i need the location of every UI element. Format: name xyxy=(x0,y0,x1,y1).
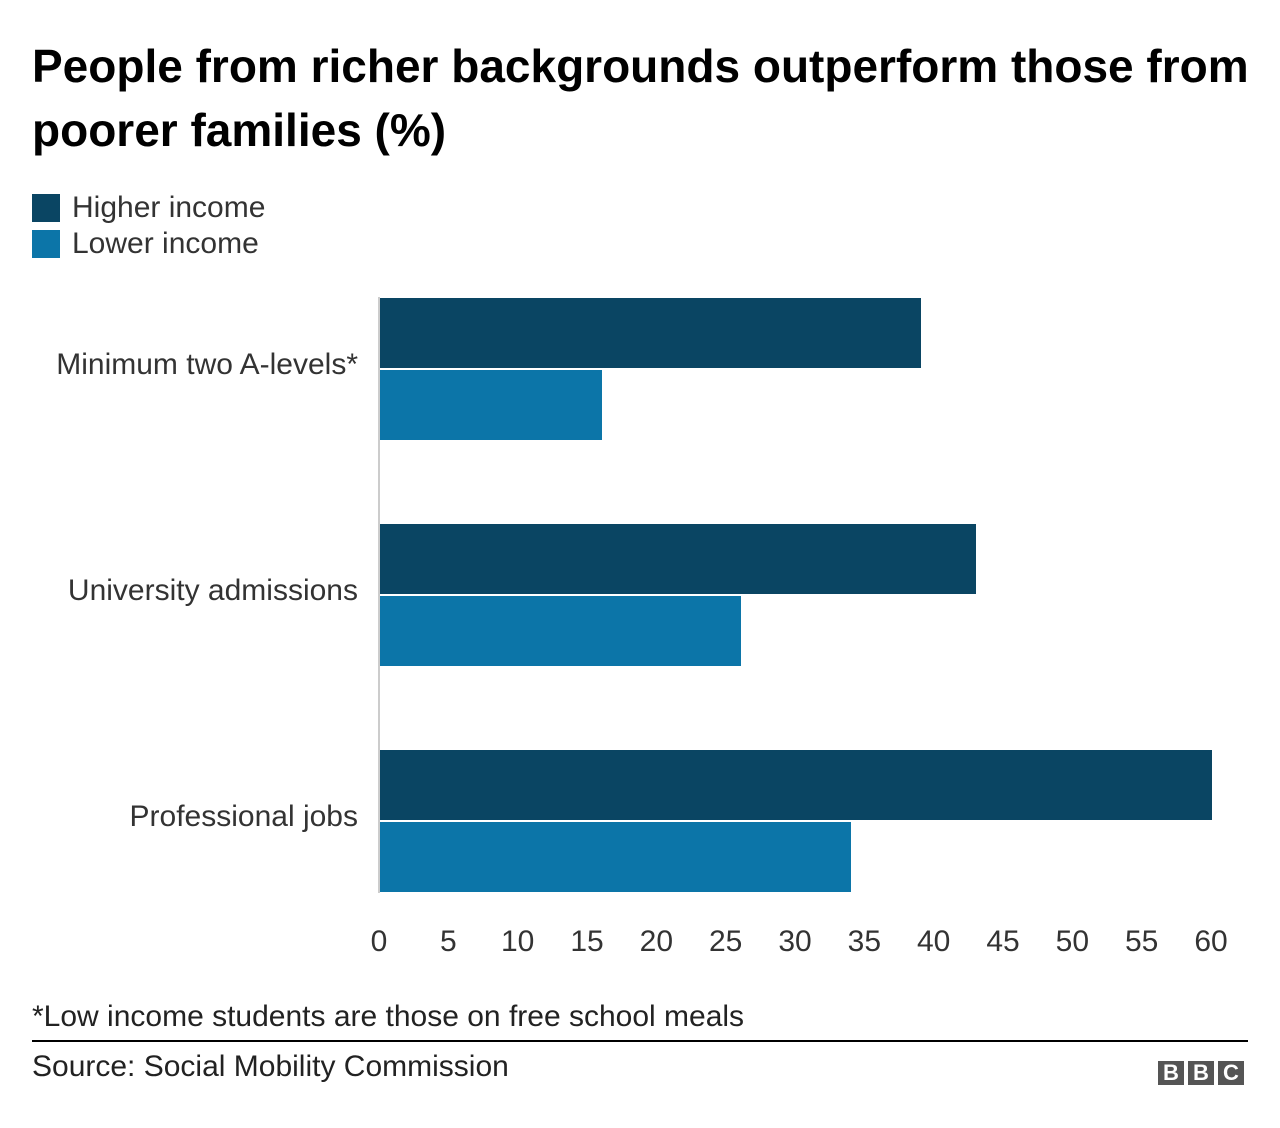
category-label: Minimum two A-levels* xyxy=(56,348,358,381)
x-tick-label: 15 xyxy=(570,925,604,958)
legend: Higher income Lower income xyxy=(32,190,265,262)
legend-swatch-lower xyxy=(32,230,60,258)
legend-item-lower: Lower income xyxy=(32,226,265,262)
bar-higher-income xyxy=(380,298,921,368)
x-tick-label: 20 xyxy=(639,925,674,958)
bar-lower-income xyxy=(380,822,852,892)
bar-lower-income xyxy=(380,596,741,666)
x-tick-label: 35 xyxy=(847,925,882,958)
category-label: Professional jobs xyxy=(129,800,358,833)
x-tick-label: 25 xyxy=(708,925,743,958)
bar-lower-income xyxy=(380,370,602,440)
divider xyxy=(32,1040,1248,1042)
x-tick-label: 50 xyxy=(1055,925,1090,958)
x-tick-label: 0 xyxy=(370,925,388,958)
x-tick-label: 30 xyxy=(778,925,812,958)
x-tick-label: 45 xyxy=(986,925,1020,958)
footnote: *Low income students are those on free s… xyxy=(32,1000,745,1033)
legend-swatch-higher xyxy=(32,194,60,222)
x-tick-label: 40 xyxy=(916,925,951,958)
bar-higher-income xyxy=(380,524,977,594)
legend-label: Higher income xyxy=(72,191,266,224)
chart-title: People from richer backgrounds outperfor… xyxy=(32,40,1249,156)
bbc-logo: B B C xyxy=(1158,1060,1244,1085)
legend-item-higher: Higher income xyxy=(32,190,265,226)
x-tick-label: 5 xyxy=(439,925,457,958)
x-tick-label: 10 xyxy=(500,925,535,958)
bar-higher-income xyxy=(380,750,1212,820)
x-tick-label: 60 xyxy=(1194,925,1228,958)
x-tick-label: 55 xyxy=(1124,925,1159,958)
legend-label: Lower income xyxy=(72,227,259,260)
category-label: University admissions xyxy=(67,574,358,607)
y-axis-line xyxy=(378,297,380,893)
source-text: Source: Social Mobility Commission xyxy=(32,1050,509,1083)
